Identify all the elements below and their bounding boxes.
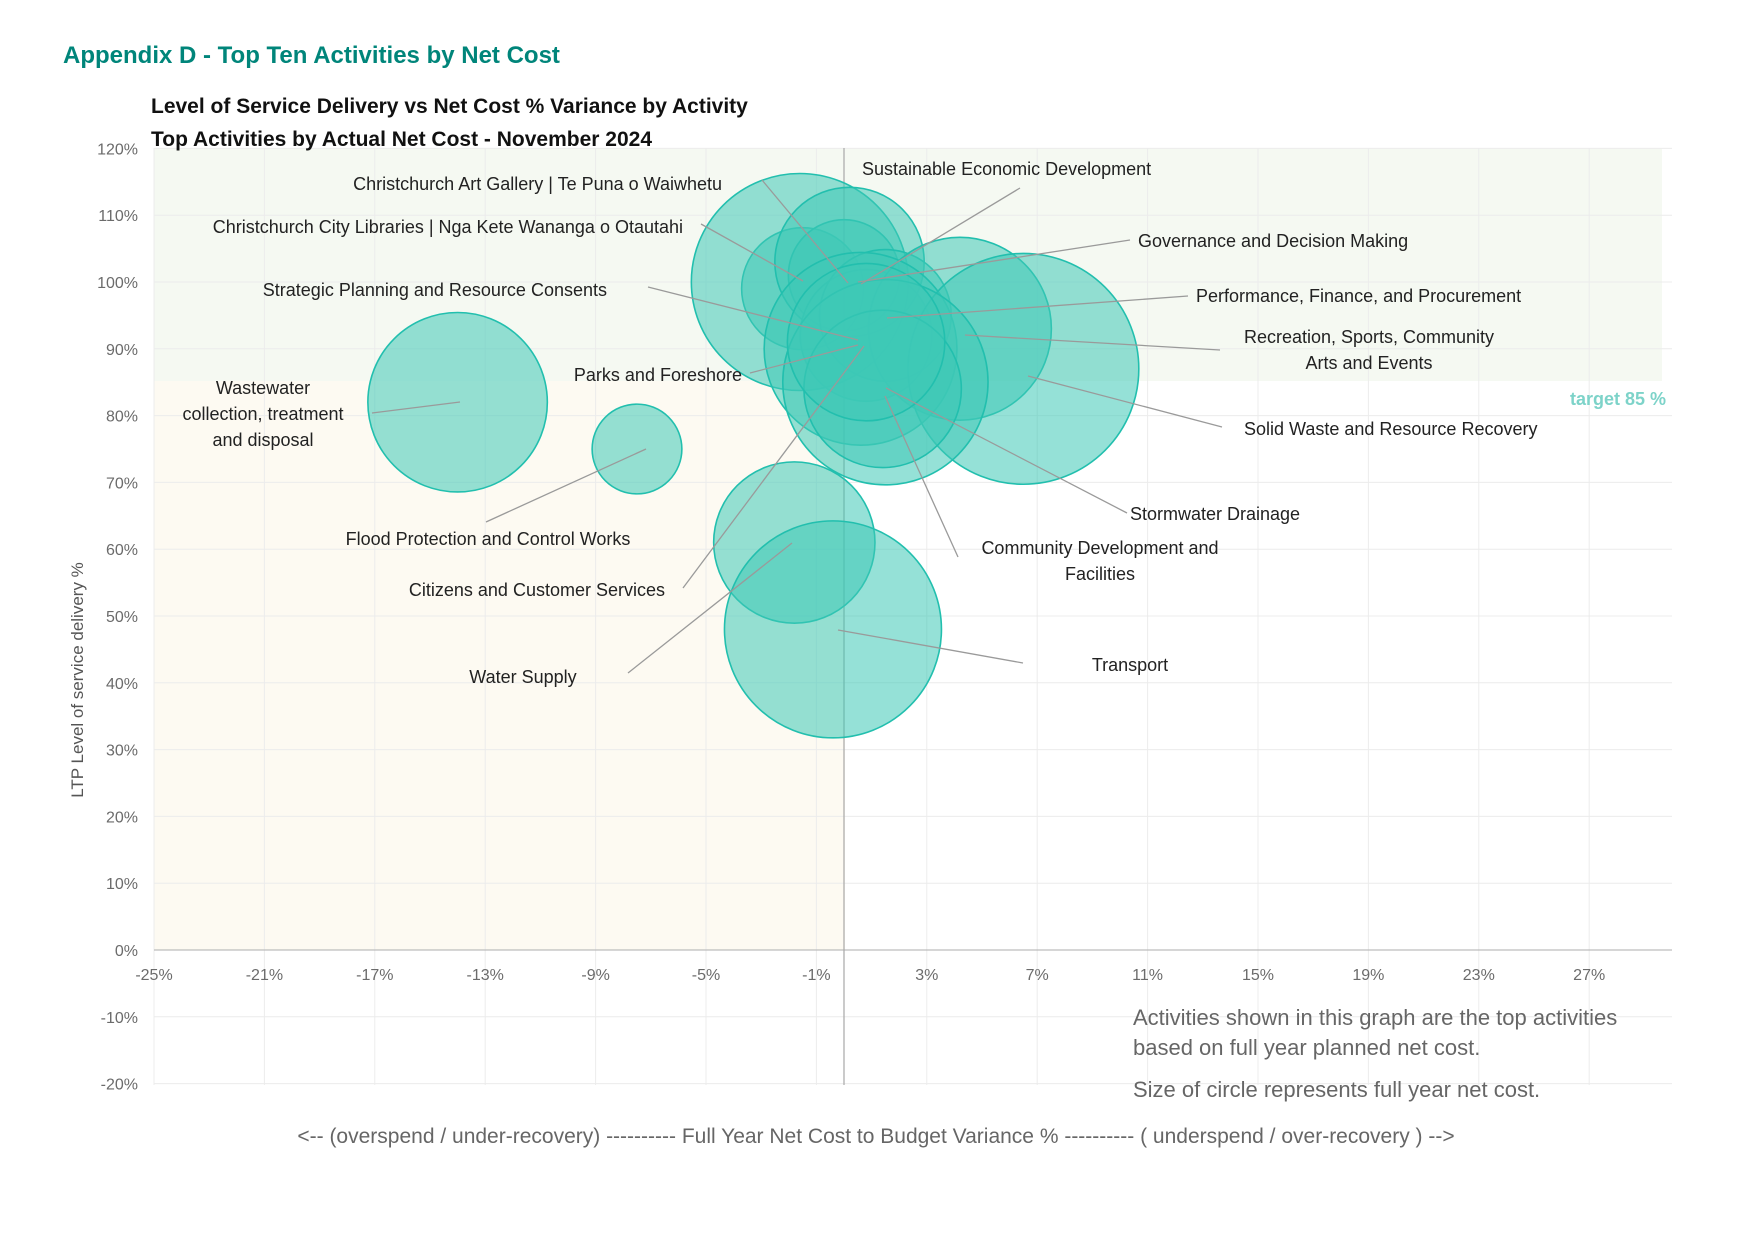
x-tick-label: -5% bbox=[692, 967, 720, 984]
note-line-2: based on full year planned net cost. bbox=[1133, 1035, 1480, 1060]
bubble-label: Governance and Decision Making bbox=[1138, 231, 1408, 251]
bubble-label: Flood Protection and Control Works bbox=[346, 529, 631, 549]
leader-line bbox=[682, 345, 865, 589]
bubble-label-group: Strategic Planning and Resource Consents bbox=[263, 280, 607, 300]
bubble-label: Christchurch City Libraries | Nga Kete W… bbox=[213, 217, 683, 237]
leader-line bbox=[857, 239, 1131, 283]
bubble-label: Facilities bbox=[1065, 564, 1135, 584]
bubble-label: Parks and Foreshore bbox=[574, 365, 742, 385]
y-tick-label: 60% bbox=[106, 542, 138, 559]
y-tick-label: 30% bbox=[106, 743, 138, 760]
x-tick-label: 3% bbox=[915, 967, 938, 984]
leader-line bbox=[837, 629, 1024, 664]
y-tick-label: 20% bbox=[106, 809, 138, 826]
x-tick-label: 19% bbox=[1352, 967, 1384, 984]
bubble-label-group: Transport bbox=[1092, 655, 1168, 675]
bubble-label-group: Christchurch Art Gallery | Te Puna o Wai… bbox=[353, 174, 722, 194]
bubble-label-group: Sustainable Economic Development bbox=[862, 159, 1151, 179]
leader-line bbox=[885, 387, 1128, 514]
bubble-label: Wastewater bbox=[216, 378, 310, 398]
bubble bbox=[591, 403, 683, 495]
x-tick-label: -17% bbox=[356, 967, 393, 984]
bubble-label: Performance, Finance, and Procurement bbox=[1196, 286, 1521, 306]
y-tick-label: 10% bbox=[106, 876, 138, 893]
bubble-label-group: Recreation, Sports, Community Arts and Ev… bbox=[1244, 327, 1494, 373]
x-tick-label: 7% bbox=[1026, 967, 1049, 984]
x-tick-label: -21% bbox=[246, 967, 283, 984]
bubble-label: Arts and Events bbox=[1305, 353, 1432, 373]
bubble-label: Sustainable Economic Development bbox=[862, 159, 1151, 179]
y-tick-label: 90% bbox=[106, 342, 138, 359]
bubble-label: collection, treatment bbox=[182, 404, 343, 424]
note-line-1: Activities shown in this graph are the t… bbox=[1133, 1005, 1617, 1030]
y-tick-label: -10% bbox=[101, 1010, 138, 1027]
bubble-label-group: Governance and Decision Making bbox=[1138, 231, 1408, 251]
bubble-label-group: Christchurch City Libraries | Nga Kete W… bbox=[213, 217, 683, 237]
leader-line bbox=[647, 286, 859, 341]
bubble-label: Solid Waste and Resource Recovery bbox=[1244, 419, 1537, 439]
note-line-3: Size of circle represents full year net … bbox=[1133, 1077, 1540, 1102]
leader-line bbox=[371, 401, 461, 414]
bubble-label: Community Development and bbox=[981, 538, 1218, 558]
bubble-label: Strategic Planning and Resource Consents bbox=[263, 280, 607, 300]
chart-title: Level of Service Delivery vs Net Cost % … bbox=[151, 95, 748, 118]
leader-line bbox=[485, 448, 647, 523]
y-tick-label: 50% bbox=[106, 609, 138, 626]
bubble-label-group: Wastewater collection, treatment and dispo… bbox=[182, 378, 343, 450]
y-tick-label: 100% bbox=[97, 275, 138, 292]
y-tick-label: -20% bbox=[101, 1077, 138, 1094]
x-tick-label: -25% bbox=[135, 967, 172, 984]
bubble-labels: Christchurch Art Gallery | Te Puna o Wai… bbox=[182, 159, 1537, 687]
y-tick-label: 70% bbox=[106, 475, 138, 492]
leader-line bbox=[761, 179, 849, 284]
bubble-label: and disposal bbox=[212, 430, 313, 450]
bubble-label: Transport bbox=[1092, 655, 1168, 675]
x-tick-label: -9% bbox=[581, 967, 609, 984]
bubble bbox=[723, 520, 943, 739]
x-tick-label: 27% bbox=[1573, 967, 1605, 984]
bubble-label-group: Performance, Finance, and Procurement bbox=[1196, 286, 1521, 306]
x-tick-label: -1% bbox=[802, 967, 830, 984]
leader-lines bbox=[371, 179, 1223, 674]
bubble bbox=[786, 262, 946, 422]
bubble-label-group: Stormwater Drainage bbox=[1130, 504, 1300, 524]
bubble-label: Recreation, Sports, Community bbox=[1244, 327, 1494, 347]
bubble-label-group: Water Supply bbox=[469, 667, 576, 687]
bubble-label-group: Flood Protection and Control Works bbox=[346, 529, 631, 549]
leader-line bbox=[884, 395, 959, 558]
chart-subtitle: Top Activities by Actual Net Cost - Nove… bbox=[151, 128, 652, 151]
leader-line bbox=[860, 187, 1021, 285]
bubble-label: Christchurch Art Gallery | Te Puna o Wai… bbox=[353, 174, 722, 194]
y-tick-label: 0% bbox=[115, 943, 138, 960]
y-tick-label: 40% bbox=[106, 676, 138, 693]
target-label: target 85 % bbox=[1570, 389, 1666, 409]
y-axis-label: LTP Level of service delivery % bbox=[68, 562, 87, 798]
x-tick-label: -13% bbox=[467, 967, 504, 984]
leader-line bbox=[964, 334, 1221, 351]
y-tick-label: 80% bbox=[106, 409, 138, 426]
leader-line bbox=[627, 542, 793, 674]
bubble-label-group: Community Development and Facilities bbox=[981, 538, 1218, 584]
y-tick-label: 110% bbox=[98, 208, 138, 225]
leader-line bbox=[1027, 375, 1223, 428]
page-heading: Appendix D - Top Ten Activities by Net C… bbox=[63, 42, 560, 69]
y-tick-label: 120% bbox=[97, 141, 138, 158]
tick-labels: -20% -10% 0% 10% 20% 30% 40% 50% 60% 70% 80% 90% 100… bbox=[97, 141, 1605, 1093]
leader-line bbox=[749, 344, 859, 374]
bubble-label-group: Parks and Foreshore bbox=[574, 365, 742, 385]
bubble-label: Citizens and Customer Services bbox=[409, 580, 665, 600]
x-tick-label: 15% bbox=[1242, 967, 1274, 984]
bubble-label-group: Citizens and Customer Services bbox=[409, 580, 665, 600]
bubble-label: Stormwater Drainage bbox=[1130, 504, 1300, 524]
leader-line bbox=[886, 295, 1189, 319]
x-axis-label: <-- (overspend / under-recovery) -------… bbox=[297, 1125, 1454, 1148]
bubble-label-group: Solid Waste and Resource Recovery bbox=[1244, 419, 1537, 439]
bubble-label: Water Supply bbox=[469, 667, 576, 687]
x-tick-label: 11% bbox=[1132, 967, 1163, 984]
x-tick-label: 23% bbox=[1463, 967, 1495, 984]
leader-line bbox=[700, 223, 804, 282]
bubbles bbox=[367, 172, 1140, 739]
